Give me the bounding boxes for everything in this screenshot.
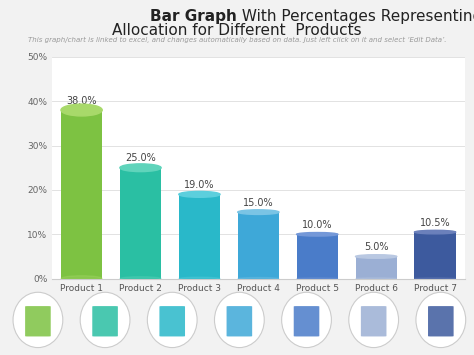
Ellipse shape — [282, 292, 331, 348]
Text: 10.0%: 10.0% — [302, 220, 332, 230]
Ellipse shape — [80, 292, 130, 348]
Ellipse shape — [120, 277, 161, 280]
Text: 19.0%: 19.0% — [184, 180, 215, 190]
Text: Bar Graph: Bar Graph — [150, 9, 237, 24]
Ellipse shape — [349, 292, 399, 348]
Ellipse shape — [237, 278, 279, 280]
Ellipse shape — [297, 233, 338, 236]
Bar — [356, 256, 397, 279]
Ellipse shape — [147, 292, 197, 348]
Bar — [414, 232, 456, 279]
Ellipse shape — [297, 278, 338, 280]
Bar — [61, 110, 102, 279]
Bar — [120, 168, 161, 279]
Ellipse shape — [179, 191, 220, 197]
Text: 38.0%: 38.0% — [66, 95, 97, 106]
Ellipse shape — [13, 292, 63, 348]
Bar — [297, 234, 338, 279]
Ellipse shape — [61, 104, 102, 116]
Text: This graph/chart is linked to excel, and changes automatically based on data. Ju: This graph/chart is linked to excel, and… — [28, 37, 446, 43]
Text: 5.0%: 5.0% — [364, 242, 388, 252]
FancyBboxPatch shape — [294, 306, 319, 337]
FancyBboxPatch shape — [25, 306, 51, 337]
FancyBboxPatch shape — [227, 306, 252, 337]
Ellipse shape — [414, 230, 456, 234]
Text: 25.0%: 25.0% — [125, 153, 156, 163]
Text: 15.0%: 15.0% — [243, 198, 273, 208]
Ellipse shape — [414, 278, 456, 280]
Text: With Percentages Representing Budget: With Percentages Representing Budget — [237, 9, 474, 24]
Ellipse shape — [356, 278, 397, 280]
Ellipse shape — [214, 292, 264, 348]
Ellipse shape — [120, 164, 161, 171]
FancyBboxPatch shape — [159, 306, 185, 337]
Ellipse shape — [61, 276, 102, 282]
Ellipse shape — [356, 255, 397, 258]
Text: Allocation for Different  Products: Allocation for Different Products — [112, 23, 362, 38]
Ellipse shape — [416, 292, 465, 348]
FancyBboxPatch shape — [92, 306, 118, 337]
Ellipse shape — [179, 277, 220, 280]
Bar — [179, 195, 220, 279]
Ellipse shape — [237, 210, 279, 214]
Bar — [237, 212, 279, 279]
FancyBboxPatch shape — [361, 306, 386, 337]
Text: 10.5%: 10.5% — [420, 218, 450, 228]
FancyBboxPatch shape — [428, 306, 454, 337]
